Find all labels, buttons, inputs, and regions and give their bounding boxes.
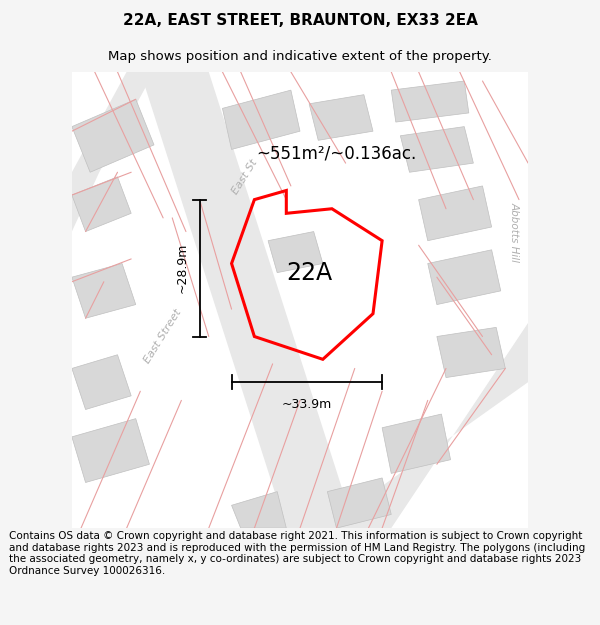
Polygon shape [400,127,473,173]
Polygon shape [419,186,491,241]
Text: ~28.9m: ~28.9m [175,243,188,293]
Polygon shape [72,355,131,409]
Polygon shape [232,492,286,528]
Polygon shape [72,72,154,231]
Text: East St: East St [230,158,260,196]
Text: Contains OS data © Crown copyright and database right 2021. This information is : Contains OS data © Crown copyright and d… [9,531,585,576]
Text: Map shows position and indicative extent of the property.: Map shows position and indicative extent… [108,49,492,62]
Polygon shape [323,322,528,528]
Polygon shape [391,81,469,122]
Polygon shape [72,177,131,231]
Polygon shape [328,478,391,528]
Polygon shape [223,90,300,149]
Text: ~551m²/~0.136ac.: ~551m²/~0.136ac. [256,145,416,163]
Polygon shape [309,94,373,140]
Polygon shape [382,414,451,473]
Text: 22A: 22A [286,261,332,284]
Text: Abbotts Hill: Abbotts Hill [509,201,520,261]
Polygon shape [428,250,501,304]
Text: ~33.9m: ~33.9m [282,398,332,411]
Polygon shape [268,231,323,272]
Polygon shape [140,72,355,528]
Text: East Street: East Street [143,308,184,366]
Text: 22A, EAST STREET, BRAUNTON, EX33 2EA: 22A, EAST STREET, BRAUNTON, EX33 2EA [122,12,478,28]
Polygon shape [72,264,136,318]
Polygon shape [72,419,149,482]
Polygon shape [72,99,154,172]
Polygon shape [437,328,505,378]
